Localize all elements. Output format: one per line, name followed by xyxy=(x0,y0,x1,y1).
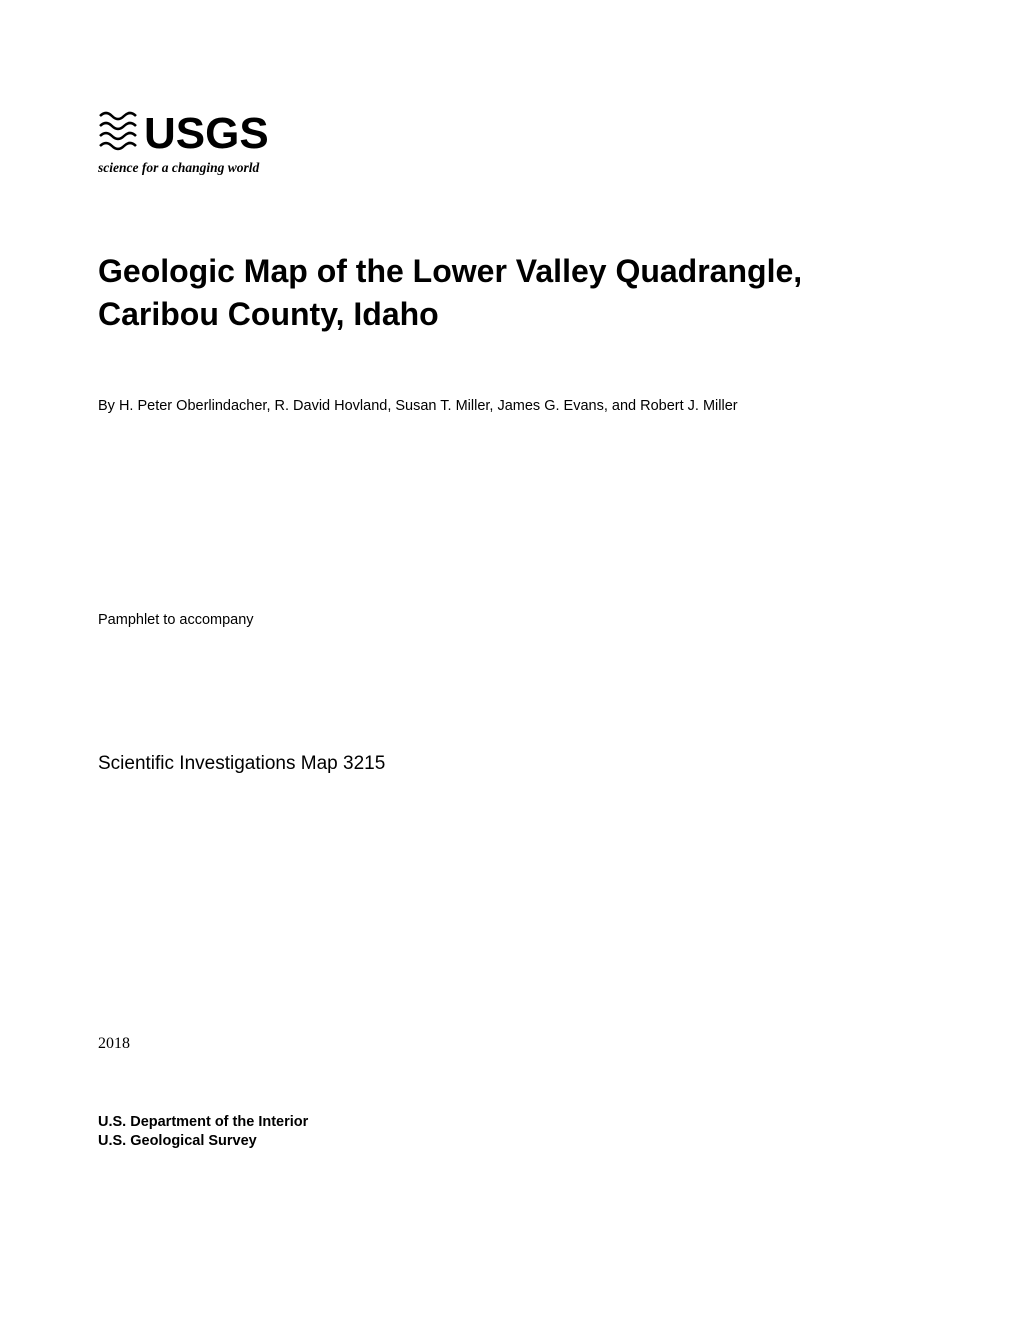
department-line-2: U.S. Geological Survey xyxy=(98,1132,922,1152)
pamphlet-note: Pamphlet to accompany xyxy=(98,612,922,628)
document-title: Geologic Map of the Lower Valley Quadran… xyxy=(98,250,922,336)
svg-text:USGS: USGS xyxy=(144,109,269,158)
usgs-logo: USGS science for a changing world xyxy=(98,100,922,180)
publication-year: 2018 xyxy=(98,1035,922,1053)
logo-tagline: science for a changing world xyxy=(98,160,260,175)
usgs-logo-svg: USGS science for a changing world xyxy=(98,100,298,180)
department-block: U.S. Department of the Interior U.S. Geo… xyxy=(98,1113,922,1152)
authors-line: By H. Peter Oberlindacher, R. David Hovl… xyxy=(98,396,922,416)
department-line-1: U.S. Department of the Interior xyxy=(98,1113,922,1133)
series-title: Scientific Investigations Map 3215 xyxy=(98,753,922,775)
